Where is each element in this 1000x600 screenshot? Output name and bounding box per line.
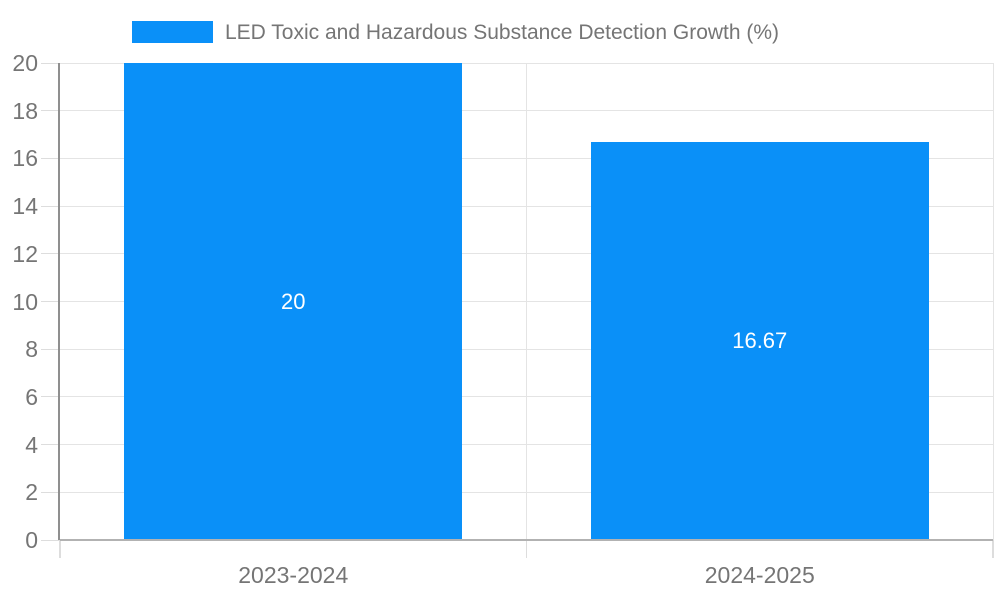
y-tick [41, 157, 60, 159]
y-axis-label: 4 [25, 431, 38, 458]
y-tick [41, 253, 60, 255]
y-axis-label: 0 [25, 527, 38, 553]
legend-swatch-icon [132, 21, 213, 43]
y-axis-label: 10 [12, 288, 38, 315]
x-tick [59, 540, 61, 558]
y-tick [41, 110, 60, 112]
x-tick [525, 540, 528, 558]
y-axis-label: 18 [12, 97, 38, 124]
y-axis-label: 6 [25, 383, 38, 410]
y-axis-label: 14 [12, 193, 38, 220]
y-tick [41, 348, 60, 350]
y-tick [41, 62, 60, 64]
bar[interactable] [124, 63, 463, 540]
y-tick [41, 444, 60, 446]
v-gridline [992, 63, 994, 540]
x-tick [992, 540, 994, 558]
y-axis-label: 12 [12, 240, 38, 267]
x-axis-label: 2023-2024 [238, 562, 349, 588]
y-tick [41, 301, 60, 302]
y-axis-label: 2 [25, 479, 38, 506]
bar[interactable] [590, 142, 929, 540]
x-axis-line [60, 539, 993, 541]
bar-value-label: 16.67 [732, 328, 788, 354]
y-tick [41, 205, 60, 207]
y-tick [41, 491, 60, 493]
x-axis-label: 2024-2025 [704, 562, 815, 588]
y-tick [41, 396, 60, 398]
y-axis-label: 20 [12, 50, 38, 76]
bar-value-label: 20 [281, 288, 306, 314]
y-axis-label: 8 [25, 336, 38, 363]
y-axis-line [58, 63, 60, 540]
y-axis-label: 16 [12, 145, 38, 172]
y-tick [41, 539, 60, 541]
v-gridline [526, 63, 527, 540]
legend-label: LED Toxic and Hazardous Substance Detect… [225, 21, 780, 44]
